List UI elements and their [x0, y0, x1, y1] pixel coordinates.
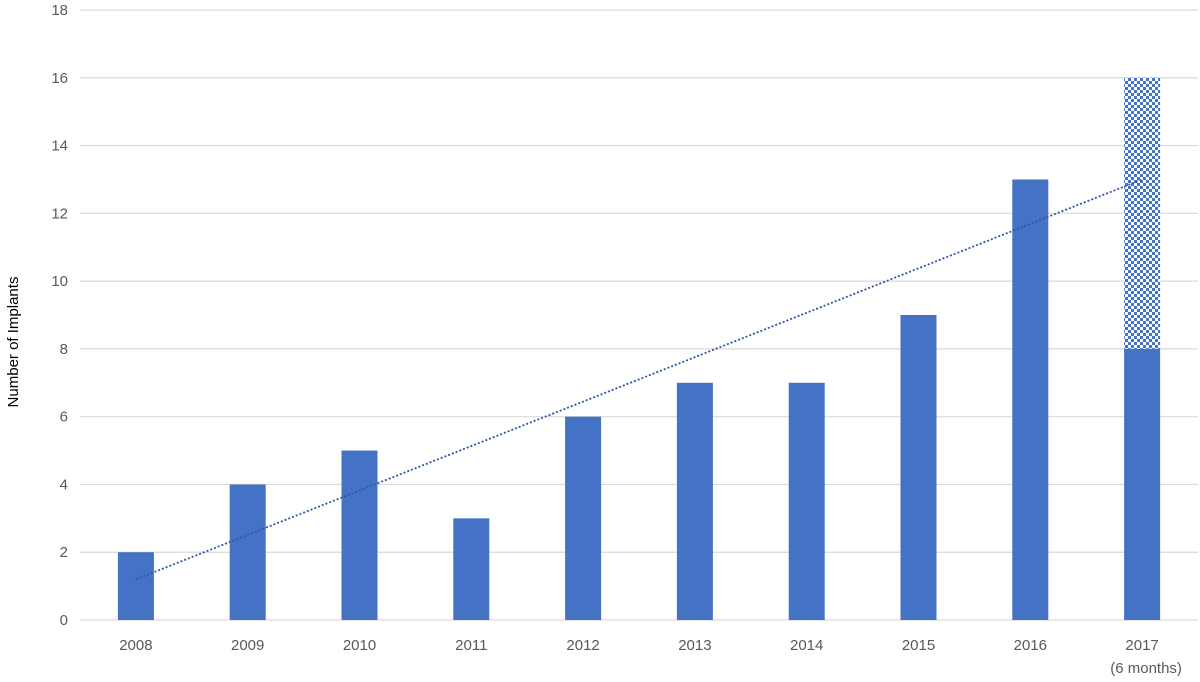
y-tick-label: 8 — [60, 341, 68, 358]
x-tick-label: 2012 — [566, 637, 599, 654]
x-tick-sublabel: (6 months) — [1110, 660, 1182, 677]
y-tick-label: 6 — [60, 409, 68, 426]
x-tick-label: 2010 — [343, 637, 376, 654]
x-tick-label: 2009 — [231, 637, 264, 654]
x-tick-label: 2016 — [1014, 637, 1047, 654]
bar — [565, 416, 602, 620]
bar — [900, 315, 937, 620]
projected-bar — [1124, 77, 1161, 349]
y-tick-label: 16 — [51, 70, 68, 87]
y-tick-label: 4 — [60, 476, 68, 493]
y-tick-label: 0 — [60, 612, 68, 629]
y-tick-label: 10 — [51, 273, 68, 290]
bar — [229, 484, 266, 620]
x-tick-label: 2015 — [902, 637, 935, 654]
x-tick-label: 2008 — [119, 637, 152, 654]
x-tick-label: 2014 — [790, 637, 823, 654]
bar — [1012, 179, 1049, 620]
y-tick-label: 12 — [51, 205, 68, 222]
x-tick-label: 2013 — [678, 637, 711, 654]
y-axis-title: Number of Implants — [5, 277, 22, 408]
x-tick-label: 2017 — [1125, 637, 1158, 654]
trendline — [135, 178, 1143, 581]
y-tick-label: 18 — [51, 2, 68, 19]
bar — [341, 450, 378, 620]
y-tick-label: 2 — [60, 544, 68, 561]
y-tick-label: 14 — [51, 138, 68, 155]
x-tick-label: 2011 — [455, 637, 487, 654]
bar — [676, 382, 713, 620]
bar — [117, 552, 154, 620]
bar — [1124, 348, 1161, 620]
bar — [788, 382, 825, 620]
bar — [453, 518, 490, 620]
